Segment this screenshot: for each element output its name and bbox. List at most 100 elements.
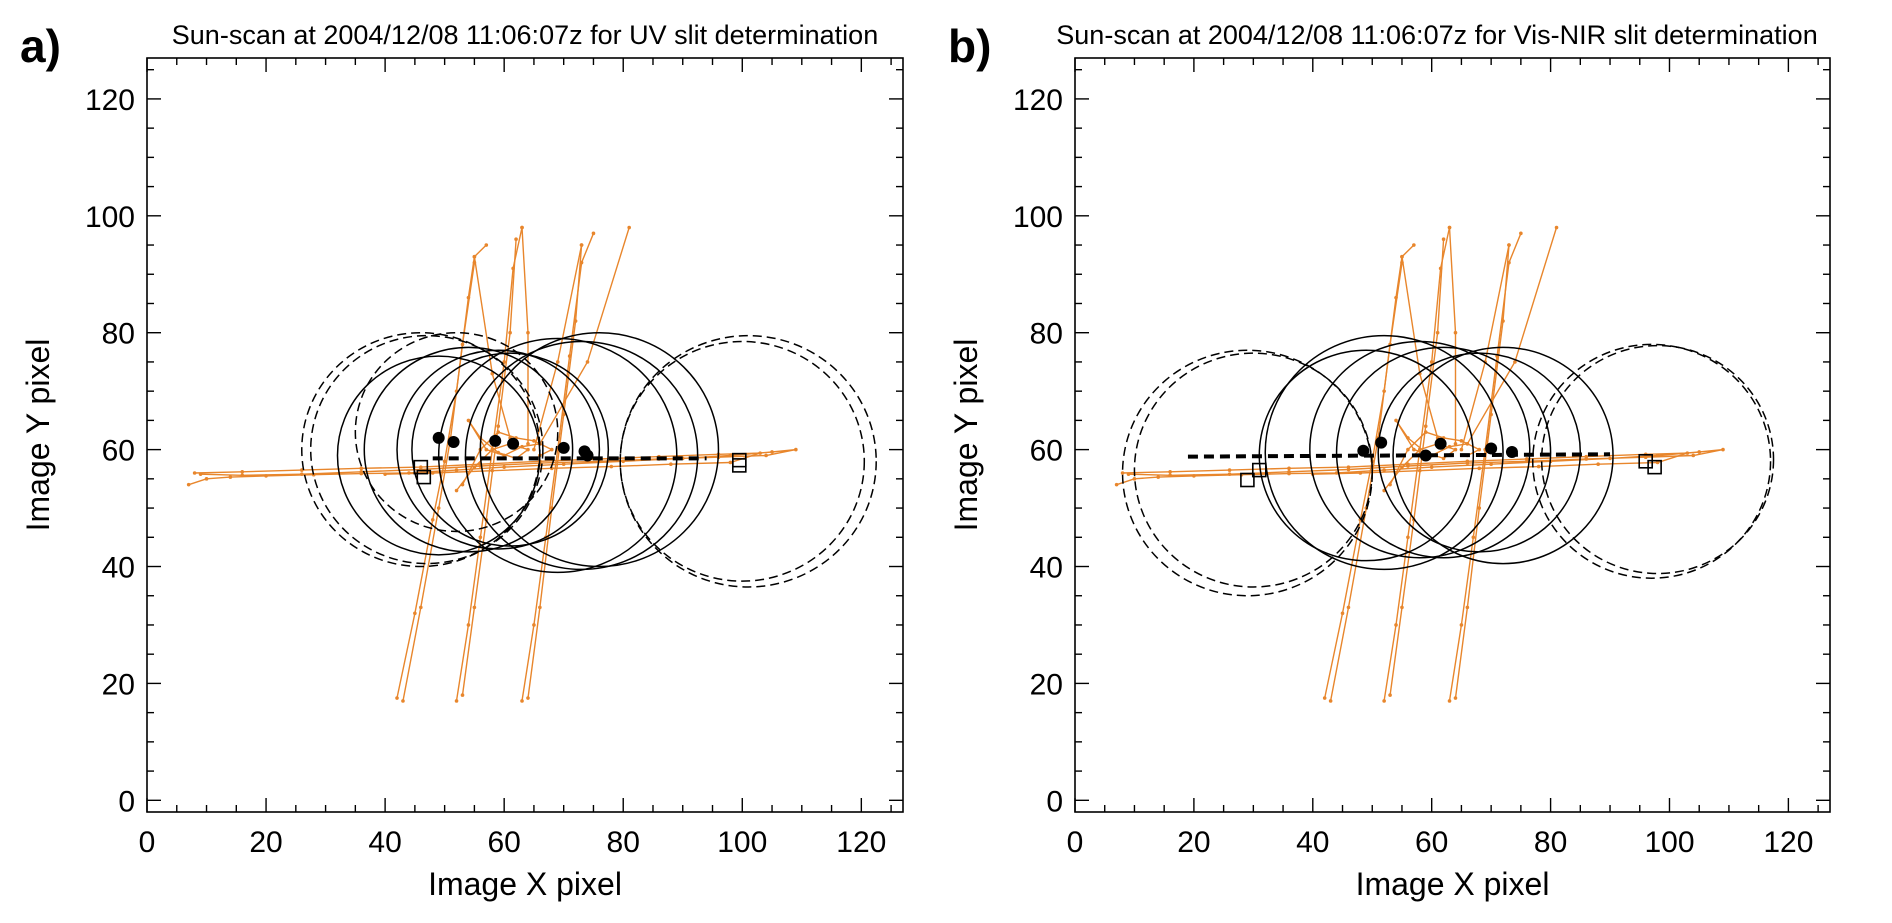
scan-point [460, 342, 465, 347]
scan-point [490, 447, 495, 452]
y-tick-label: 120 [85, 84, 135, 117]
scan-point [1412, 243, 1416, 247]
scan-point [496, 430, 501, 434]
scan-track-9 [1389, 431, 1481, 486]
scan-point [1519, 231, 1523, 236]
x-tick-label: 100 [717, 826, 767, 859]
scan-point [472, 605, 477, 610]
scan-point [1394, 623, 1398, 627]
scan-point [669, 462, 673, 467]
center-dot [1419, 449, 1432, 462]
scan-point [1477, 447, 1482, 452]
scan-point [526, 441, 530, 446]
y-tick-label: 100 [85, 201, 135, 234]
scan-point [1459, 623, 1464, 627]
scan-point [413, 611, 417, 616]
dashed-sun-circle [619, 340, 866, 582]
x-tick-label: 120 [836, 826, 886, 859]
scan-point [1168, 473, 1172, 478]
scan-point [1406, 447, 1410, 452]
scan-point [454, 488, 459, 493]
solid-sun-circle [1335, 346, 1552, 559]
scan-point [758, 451, 762, 455]
scan-point [555, 360, 560, 364]
scan-point [532, 439, 536, 443]
scan-point [478, 535, 483, 540]
scan-point [1192, 474, 1196, 478]
scan-point [1507, 243, 1511, 247]
scan-point [460, 693, 465, 697]
scan-point [1465, 459, 1470, 464]
scan-point [1536, 464, 1541, 469]
scan-track-5 [1389, 239, 1445, 696]
scan-track-7 [1454, 244, 1510, 699]
scan-track-7 [527, 244, 583, 699]
scan-point [1459, 447, 1464, 452]
scan-point [401, 699, 405, 703]
x-tick-label: 20 [1177, 826, 1210, 859]
scan-point [514, 237, 518, 241]
solid-sun-circle [1309, 340, 1531, 559]
x-tick-label: 0 [1067, 826, 1084, 859]
scan-point [484, 243, 489, 247]
scan-point [359, 470, 364, 474]
scan-point [1477, 506, 1482, 510]
scan-point [502, 453, 506, 458]
scan-point [770, 450, 774, 454]
solid-sun-circle [1392, 346, 1614, 565]
scan-point [1287, 466, 1291, 471]
center-dot [489, 434, 502, 447]
scan-point [1340, 611, 1345, 616]
scan-point [1489, 462, 1493, 467]
scan-point [579, 243, 584, 247]
scan-point [299, 468, 304, 472]
scan-point [240, 470, 245, 474]
scan-point [1554, 225, 1559, 230]
x-tick-label: 80 [1534, 826, 1567, 859]
scan-point [532, 447, 536, 452]
chart-title: Sun-scan at 2004/12/08 11:06:07z for UV … [172, 20, 878, 50]
scan-track-13 [1466, 227, 1558, 445]
scan-track-1 [1122, 452, 1688, 475]
x-tick-label: 0 [139, 826, 156, 859]
scan-point [454, 699, 459, 703]
scan-point [609, 464, 614, 469]
scan-point [419, 465, 423, 469]
scan-point [1412, 447, 1416, 452]
edge-square [416, 469, 432, 485]
scan-point [1382, 468, 1386, 472]
scan-point [1423, 430, 1428, 434]
scan-point [1459, 439, 1464, 443]
y-tick-label: 0 [1046, 785, 1063, 818]
scan-point [520, 444, 524, 449]
chart-title: Sun-scan at 2004/12/08 11:06:07z for Vis… [1056, 20, 1817, 50]
center-dot [432, 431, 445, 444]
scan-point [1328, 699, 1333, 703]
scan-point [520, 225, 524, 230]
y-tick-label: 80 [1030, 318, 1063, 351]
scan-point [1388, 693, 1392, 697]
edge-square [731, 458, 747, 473]
scan-point [1501, 319, 1505, 323]
plot-frame [146, 57, 904, 813]
y-tick-label: 20 [1030, 668, 1063, 701]
y-tick-label: 80 [102, 318, 135, 351]
y-tick-label: 20 [102, 668, 135, 701]
scan-point [549, 447, 554, 452]
scan-point [1513, 360, 1517, 364]
scan-point [192, 471, 197, 475]
scan-point [299, 472, 304, 476]
scan-point [1132, 477, 1137, 481]
scan-track-13 [539, 227, 630, 445]
center-dot [1485, 442, 1498, 455]
scan-point [1465, 441, 1470, 446]
scan-point [228, 475, 233, 479]
scan-point [359, 466, 364, 471]
scan-point [1435, 330, 1440, 335]
y-axis-label: Image Y pixel [20, 339, 56, 532]
panel-label: a) [20, 20, 61, 72]
scan-point [585, 360, 590, 364]
y-tick-label: 0 [118, 785, 135, 818]
y-tick-label: 60 [1030, 435, 1063, 468]
